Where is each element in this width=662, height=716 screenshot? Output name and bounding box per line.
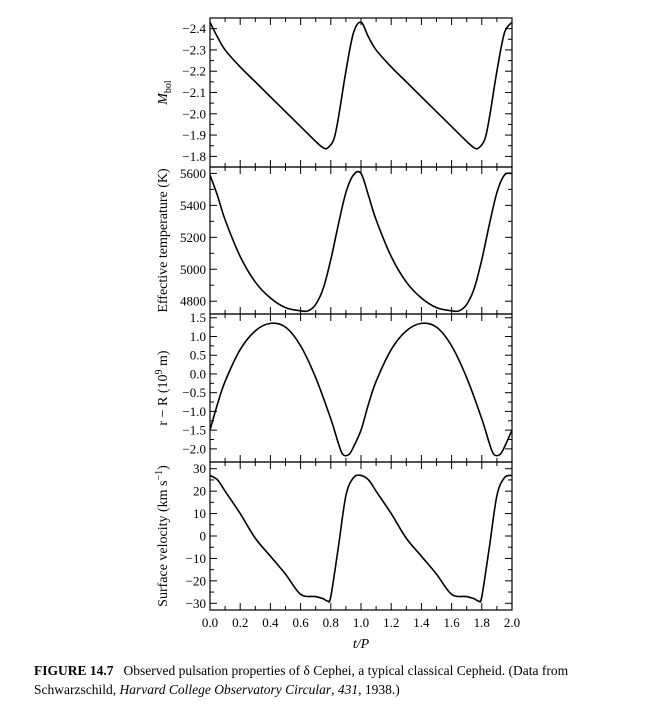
y-tick-label: −2.3 [182, 42, 206, 57]
panel-frame [209, 166, 513, 315]
y-axis-label-main: r − R (10 [156, 375, 171, 426]
panel-frame [209, 461, 513, 611]
y-axis-label-end: m) [156, 350, 171, 369]
x-tick-label: 1.2 [383, 615, 399, 630]
x-axis-label: t/P [353, 637, 370, 652]
panel-frame [209, 313, 513, 463]
y-tick-label: 20 [193, 484, 206, 499]
x-tick-label: 1.0 [353, 615, 369, 630]
figure-panels: −2.4 −2.3 −2.2 −2.1 −2.0 −1.9 −1.8 Mbol 4800 5000… [154, 17, 520, 652]
y-tick-label: −1.5 [182, 423, 206, 438]
y-tick-label: 1.5 [190, 310, 206, 325]
y-tick-label: 1.0 [190, 329, 206, 344]
y-tick-label: −1.0 [182, 404, 206, 419]
y-axis-label-sup: 9 [154, 370, 165, 375]
x-tick-label: 1.8 [474, 615, 490, 630]
y-tick-label: 5200 [180, 230, 206, 245]
x-tick-label: 0.2 [232, 615, 248, 630]
x-tick-label: 1.6 [443, 615, 460, 630]
figure-caption: FIGURE 14.7 Observed pulsation properties… [34, 661, 644, 699]
y-axis-label: r − R (109 m) [154, 350, 171, 425]
panel-frame [209, 17, 513, 168]
caption-volume: 431 [337, 682, 359, 697]
y-axis-label: Effective temperature (K) [156, 168, 171, 313]
panel-4: −30 −20 −10 0 10 20 30 Surface velocity (km s−1… [154, 461, 520, 652]
y-tick-label: 0.0 [190, 366, 206, 381]
x-tick-label: 0.6 [292, 615, 309, 630]
panel-3: −2.0 −1.5 −1.0 −0.5 0.0 0.5 1.0 1.5 r − R (109 m… [154, 310, 513, 463]
panel-1: −2.4 −2.3 −2.2 −2.1 −2.0 −1.9 −1.8 Mbol [156, 17, 513, 168]
y-tick-label: 10 [193, 506, 206, 521]
x-tick-label: 0.4 [262, 615, 279, 630]
series-line [210, 322, 512, 457]
series-line [210, 474, 512, 603]
y-tick-label: −2.4 [182, 21, 206, 36]
caption-text: Observed pulsation properties of δ Cephe… [34, 663, 569, 697]
y-axis-label: Mbol [156, 80, 174, 106]
panel-2: 4800 5000 5200 5400 5600 Effective temperatur… [156, 166, 513, 315]
series-line [210, 21, 512, 150]
y-tick-label: −1.8 [182, 149, 206, 164]
y-axis-label-main: Surface velocity (km s [156, 480, 171, 606]
y-tick-label: −10 [186, 551, 206, 566]
y-tick-label: 5400 [180, 198, 206, 213]
caption-text-end: , 1938.) [358, 682, 400, 697]
y-tick-label: −2.1 [182, 85, 206, 100]
x-tick-label: 0.8 [323, 615, 339, 630]
y-axis-label-sub: bol [163, 80, 174, 93]
y-axis-label: Surface velocity (km s−1) [154, 465, 171, 607]
y-tick-label: 0 [200, 529, 207, 544]
caption-comma: , [331, 682, 335, 697]
y-tick-label: −0.5 [182, 385, 206, 400]
y-tick-label: 30 [193, 461, 206, 476]
caption-journal: Harvard College Observatory Circular [119, 682, 332, 697]
x-tick-label: 1.4 [413, 615, 430, 630]
y-tick-label: −2.2 [182, 64, 206, 79]
caption-figure-label: FIGURE 14.7 [34, 663, 114, 678]
y-tick-label: −2.0 [182, 441, 206, 456]
x-tick-label: 2.0 [504, 615, 520, 630]
y-axis-label-sup: −1 [154, 470, 165, 481]
y-tick-label: −2.0 [182, 106, 206, 121]
y-tick-label: 0.5 [190, 348, 206, 363]
series-line [210, 170, 512, 313]
y-tick-label: 5600 [180, 166, 206, 181]
y-tick-label: −20 [186, 573, 206, 588]
panels-group: −2.4 −2.3 −2.2 −2.1 −2.0 −1.9 −1.8 Mbol 4800 5000… [154, 17, 520, 652]
y-axis-label-end: ) [156, 465, 171, 470]
y-tick-label: −30 [186, 596, 206, 611]
y-axis-label-main: M [156, 92, 171, 106]
x-tick-label: 0.0 [202, 615, 218, 630]
y-tick-label: 5000 [180, 262, 206, 277]
y-tick-label: −1.9 [182, 128, 206, 143]
y-tick-label: 4800 [180, 294, 206, 309]
